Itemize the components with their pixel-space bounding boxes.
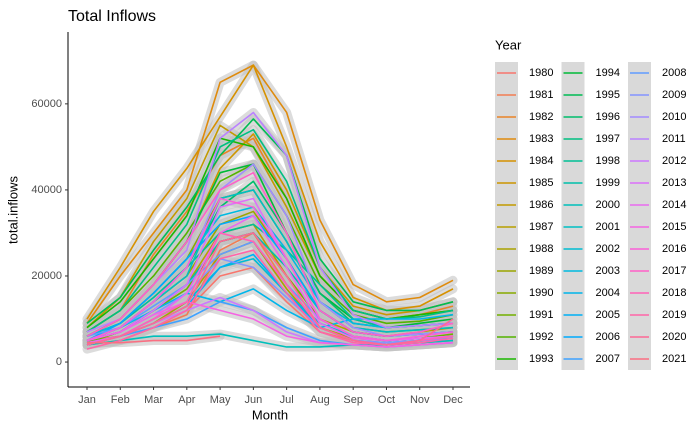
legend-label: 2019 [662,309,686,321]
legend-label: 2002 [596,243,620,255]
legend-label: 2011 [662,133,686,145]
series-line [86,64,454,324]
legend-label: 1995 [596,89,620,101]
x-tick-label: Mar [144,394,163,406]
legend-label: 2015 [662,221,686,233]
x-tick-label: Feb [111,394,130,406]
legend-label: 1991 [529,309,553,321]
legend-label: 2013 [662,177,686,189]
y-tick-label: 20000 [31,270,62,282]
legend-label: 1998 [596,155,620,167]
series-line [86,171,454,338]
series-line [86,301,454,348]
legend-label: 1986 [529,199,553,211]
y-tick-label: 0 [56,356,62,368]
legend-label: 1980 [529,67,553,79]
legend-label: 1985 [529,177,553,189]
legend-label: 2016 [662,243,686,255]
legend-label: 1997 [596,133,620,145]
legend-label: 2008 [662,67,686,79]
series-line [86,197,454,342]
series-line [86,118,454,324]
legend-label: 1990 [529,287,553,299]
x-tick-label: Oct [378,394,395,406]
chart-title: Total Inflows [68,8,156,25]
x-tick-label: Nov [410,394,430,406]
x-tick-label: Dec [443,394,463,406]
legend-label: 2003 [596,265,620,277]
y-tick-label: 60000 [31,98,62,110]
legend-label: 1983 [529,133,553,145]
x-tick-label: May [210,394,231,406]
legend-label: 1982 [529,111,553,123]
legend-title: Year [495,37,522,52]
legend-label: 2005 [596,309,620,321]
legend-label: 2021 [662,353,686,365]
legend-label: 2001 [596,221,620,233]
x-tick-label: Apr [178,394,195,406]
legend-label: 1999 [596,177,620,189]
x-axis-label: Month [252,407,288,422]
x-tick-label: Jul [280,394,294,406]
legend-label: 2010 [662,111,686,123]
legend-label: 1981 [529,89,553,101]
legend-label: 2009 [662,89,686,101]
y-tick-label: 40000 [31,184,62,196]
series-line [86,232,454,346]
legend-label: 2000 [596,199,620,211]
legend-label: 1993 [529,353,553,365]
legend-label: 2006 [596,331,620,343]
legend-label: 2017 [662,265,686,277]
legend-label: 2012 [662,155,686,167]
legend-label: 1992 [529,331,553,343]
legend-label: 1989 [529,265,553,277]
legend-label: 2004 [596,287,620,299]
legend-label: 1988 [529,243,553,255]
y-axis-label: total.inflows [5,176,20,244]
x-tick-label: Jan [78,394,96,406]
series-line [87,335,221,344]
legend-label: 1996 [596,111,620,123]
legend-label: 1984 [529,155,553,167]
legend-label: 1987 [529,221,553,233]
legend-label: 2014 [662,199,686,211]
legend-label: 2018 [662,287,686,299]
x-tick-label: Jun [244,394,262,406]
x-tick-label: Sep [343,394,363,406]
legend-label: 1994 [596,67,620,79]
legend-label: 2020 [662,331,686,343]
legend-label: 2007 [596,353,620,365]
x-tick-label: Aug [310,394,330,406]
